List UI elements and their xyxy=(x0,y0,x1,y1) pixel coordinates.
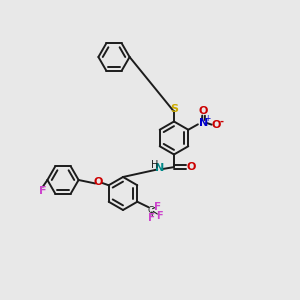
Text: H: H xyxy=(151,160,158,170)
Text: N: N xyxy=(199,118,208,128)
Text: +: + xyxy=(204,114,210,123)
Text: C: C xyxy=(148,206,154,215)
Text: F: F xyxy=(39,185,47,196)
Text: S: S xyxy=(170,103,178,114)
Text: O: O xyxy=(186,162,196,172)
Text: O: O xyxy=(212,120,221,130)
Text: N: N xyxy=(155,163,164,173)
Text: O: O xyxy=(94,177,103,187)
Text: O: O xyxy=(199,106,208,116)
Text: F: F xyxy=(148,213,155,223)
Text: -: - xyxy=(219,116,223,126)
Text: F: F xyxy=(157,211,163,220)
Text: F: F xyxy=(154,202,161,212)
